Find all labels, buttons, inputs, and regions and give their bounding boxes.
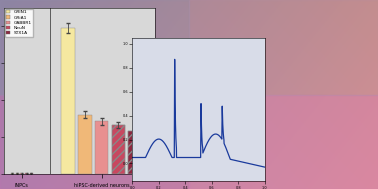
Bar — [78, 115, 91, 174]
Bar — [128, 131, 142, 174]
Bar — [128, 131, 142, 174]
Bar — [20, 173, 23, 174]
Bar — [30, 173, 33, 174]
Legend: GRIN1, GRiA1, GABBR1, NeuN, STX1A: GRIN1, GRiA1, GABBR1, NeuN, STX1A — [5, 9, 34, 36]
Bar — [0, 94, 189, 189]
Bar — [189, 0, 378, 94]
Bar — [11, 173, 14, 174]
Bar — [25, 173, 28, 174]
Bar — [62, 28, 75, 174]
Bar — [16, 173, 19, 174]
Bar — [189, 94, 378, 189]
Bar — [0, 0, 189, 94]
Bar — [95, 121, 108, 174]
Bar — [112, 125, 125, 174]
Bar — [112, 125, 125, 174]
